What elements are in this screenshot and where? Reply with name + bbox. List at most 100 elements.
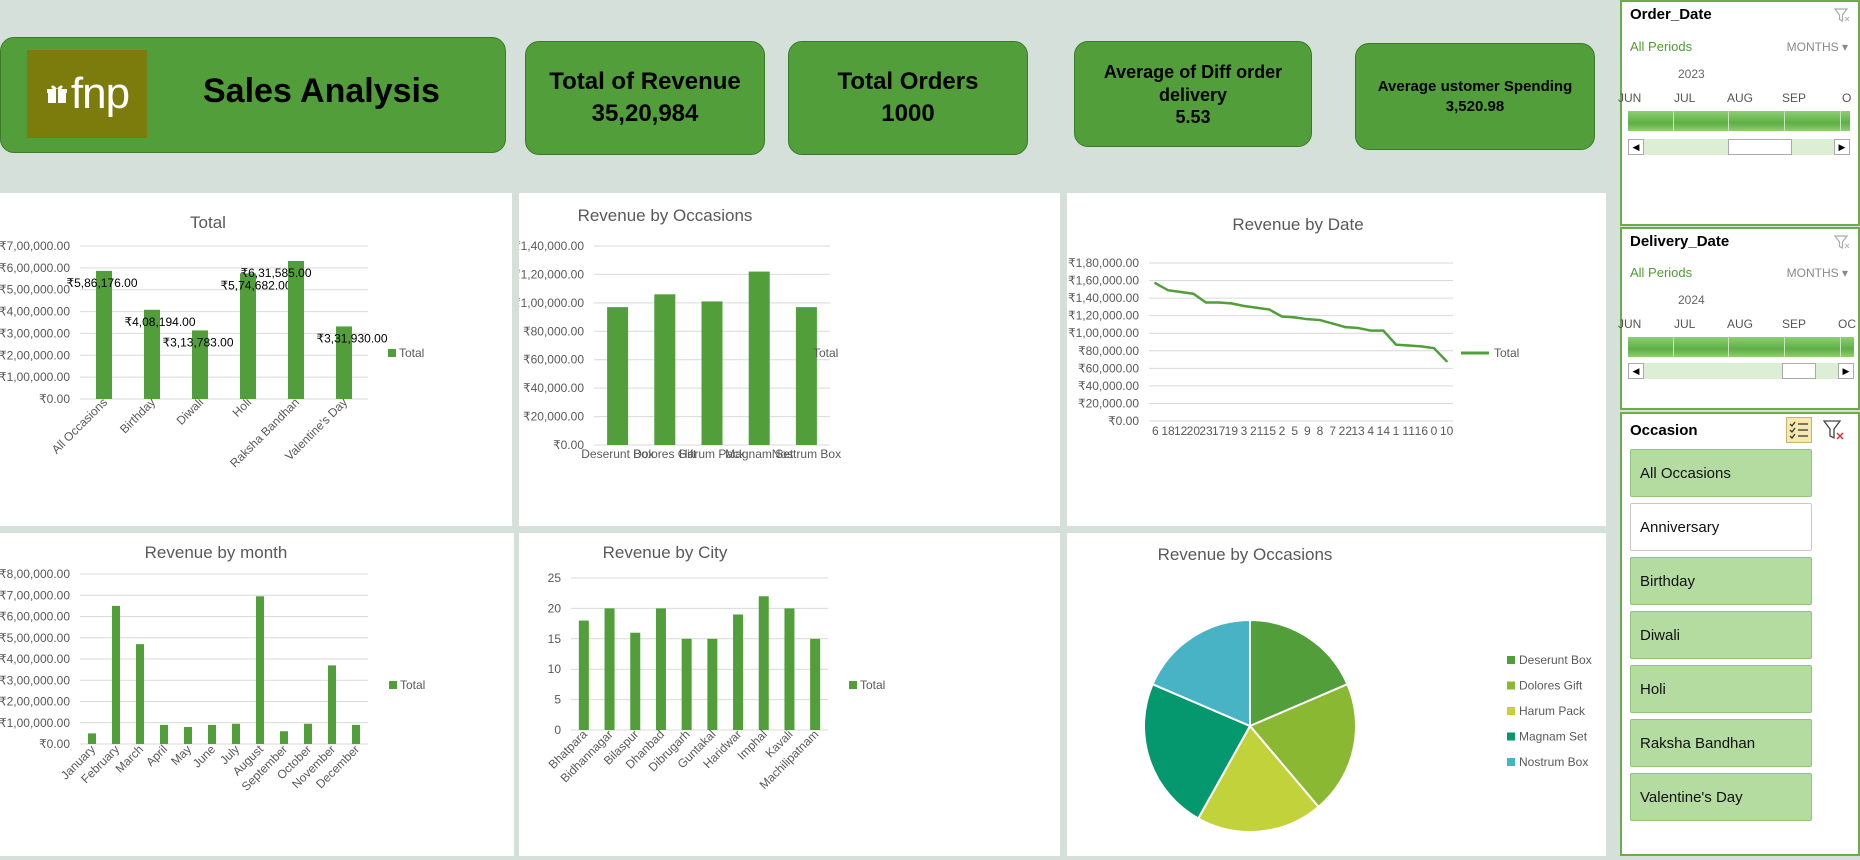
slicer-item-label: Valentine's Day — [1640, 788, 1743, 806]
chart-revenue-pie[interactable]: Revenue by Occasions Deserunt Box Dolores … — [1067, 533, 1606, 856]
y-tick-label: ₹60,000.00 — [1078, 361, 1139, 375]
y-tick-label: ₹1,20,000.00 — [519, 267, 584, 281]
slicer-item[interactable]: Diwali — [1630, 611, 1812, 659]
legend-label: Deserunt Box — [1519, 653, 1592, 667]
legend-label: Magnam Set — [1519, 730, 1588, 744]
timeline-bar[interactable] — [1628, 111, 1850, 131]
scroll-thumb[interactable] — [1782, 363, 1816, 379]
scroll-left-button[interactable]: ◀ — [1628, 139, 1644, 155]
y-tick-label: ₹0.00 — [39, 392, 70, 406]
x-tick-label: Harum Pack — [679, 447, 746, 461]
gift-icon — [46, 85, 67, 103]
chart-revenue-by-date[interactable]: Revenue by Date ₹0.00 ₹20,000.00 ₹40,000.00… — [1067, 193, 1606, 526]
x-tick-label: 6 — [1152, 424, 1159, 438]
timeline-bar[interactable] — [1628, 337, 1854, 357]
time-level-dropdown[interactable]: MONTHS ▾ — [1787, 266, 1848, 280]
slicer-item[interactable]: Holi — [1630, 665, 1812, 713]
bar — [96, 270, 112, 399]
x-tick-label: 3 — [1241, 424, 1248, 438]
bar — [578, 620, 589, 730]
slicer-item[interactable]: All Occasions — [1630, 449, 1812, 497]
timeline-month: JUN — [1618, 317, 1642, 331]
x-tick-label: June — [190, 742, 219, 771]
occasion-slicer[interactable]: Occasion All Occasions Anniversary Birthda… — [1620, 412, 1860, 856]
legend-swatch — [1507, 656, 1515, 664]
series-line — [1154, 282, 1448, 363]
clear-filter-icon[interactable] — [1834, 234, 1850, 250]
timeline-month: OC — [1838, 317, 1856, 331]
timeline-month: AUG — [1727, 317, 1754, 331]
clear-filter-icon[interactable] — [1822, 418, 1846, 442]
timeline-year: 2024 — [1678, 293, 1705, 307]
chart-total-by-occasion[interactable]: Total ₹0.00 ₹1,00,000.00 ₹2,00,000.00 ₹3,00,… — [0, 193, 512, 526]
data-point — [1344, 325, 1347, 329]
bar — [654, 294, 676, 445]
bar — [184, 727, 192, 744]
x-tick-label: Deserunt Box — [581, 447, 654, 461]
data-point — [1445, 360, 1448, 363]
data-point — [1255, 306, 1258, 309]
clear-filter-icon[interactable] — [1834, 7, 1850, 23]
bar — [784, 608, 795, 730]
slicer-title: Occasion — [1630, 422, 1698, 439]
legend-label: Total — [813, 346, 838, 360]
timeline-month: JUL — [1674, 91, 1696, 105]
scroll-right-button[interactable]: ▶ — [1834, 139, 1850, 155]
x-tick-label: 19 — [1225, 424, 1239, 438]
chart-title: Revenue by City — [603, 543, 728, 562]
bar — [304, 723, 312, 744]
scroll-right-button[interactable]: ▶ — [1838, 363, 1854, 379]
slicer-item[interactable]: Raksha Bandhan — [1630, 719, 1812, 767]
scroll-left-button[interactable]: ◀ — [1628, 363, 1644, 379]
timeline-month: SEP — [1782, 317, 1807, 331]
slicer-title: Delivery_Date — [1630, 233, 1730, 250]
timeline-year: 2023 — [1678, 67, 1705, 81]
data-point — [1154, 281, 1157, 285]
kpi-avg-delivery: Average of Diff order delivery 5.53 — [1074, 41, 1312, 147]
kpi-value: 3,520.98 — [1445, 98, 1505, 115]
bar — [795, 307, 817, 445]
bar — [192, 330, 208, 399]
chart-revenue-by-month[interactable]: Revenue by month ₹0.00 ₹1,00,000.00 ₹2,00,0… — [0, 533, 514, 856]
order-date-slicer[interactable]: Order_Date All Periods MONTHS ▾ 2023 JUN… — [1618, 0, 1860, 226]
y-tick-label: ₹1,00,000.00 — [519, 296, 584, 310]
slicer-item[interactable]: Birthday — [1630, 557, 1812, 605]
slicer-title: Order_Date — [1630, 6, 1712, 23]
y-tick-label: ₹1,40,000.00 — [1068, 291, 1139, 305]
bar — [336, 326, 352, 399]
y-tick-label: ₹40,000.00 — [1078, 379, 1139, 393]
timeline-months: JUN JUL AUG SEP O — [1618, 91, 1856, 105]
legend-swatch — [388, 349, 396, 357]
scroll-thumb[interactable] — [1728, 139, 1792, 155]
x-tick-label: 9 — [1304, 424, 1311, 438]
y-tick-label: ₹1,80,000.00 — [1068, 256, 1139, 270]
slicer-item-label: Anniversary — [1640, 518, 1720, 536]
bar — [352, 724, 360, 744]
timeline-scrollbar[interactable]: ◀ ▶ — [1628, 139, 1850, 155]
timeline-month: AUG — [1727, 91, 1754, 105]
brand-name: fnp — [70, 69, 130, 118]
bar — [604, 608, 615, 730]
chart-revenue-by-occasions[interactable]: Revenue by Occasions ₹0.00 ₹20,000.00 ₹40,0… — [519, 193, 1060, 526]
bar — [288, 260, 304, 399]
x-tick-label: 8 — [1317, 424, 1324, 438]
multi-select-icon[interactable] — [1786, 417, 1812, 443]
slicer-item[interactable]: Anniversary — [1630, 503, 1812, 551]
x-tick-label: 17 — [1212, 424, 1226, 438]
chart-revenue-by-city[interactable]: Revenue by City 0 5 10 15 20 25 Bhatpara Bidhann… — [519, 533, 1060, 856]
delivery-date-slicer[interactable]: Delivery_Date All Periods MONTHS ▾ 2024 … — [1618, 227, 1860, 410]
kpi-label: Average ustomer Spending — [1377, 78, 1573, 95]
legend-swatch — [1507, 707, 1515, 715]
slicer-item[interactable]: Valentine's Day — [1630, 773, 1812, 821]
legend-label: Dolores Gift — [1519, 679, 1583, 693]
legend-swatch — [389, 681, 397, 689]
y-tick-label: ₹6,00,000.00 — [0, 261, 70, 275]
y-tick-label: ₹40,000.00 — [523, 381, 584, 395]
timeline-scrollbar[interactable]: ◀ ▶ — [1628, 363, 1854, 379]
bar — [733, 614, 744, 730]
data-point — [1306, 317, 1309, 321]
bar — [630, 632, 641, 730]
time-level-dropdown[interactable]: MONTHS ▾ — [1787, 40, 1848, 54]
data-point — [1204, 301, 1208, 304]
y-tick-label: ₹1,00,000.00 — [0, 716, 70, 730]
